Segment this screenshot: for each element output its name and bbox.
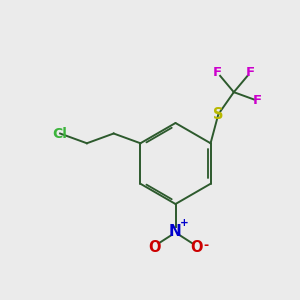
Text: -: - xyxy=(203,239,208,253)
Text: O: O xyxy=(190,240,203,255)
Text: +: + xyxy=(179,218,188,228)
Text: F: F xyxy=(246,66,255,79)
Text: Cl: Cl xyxy=(52,127,68,140)
Text: S: S xyxy=(213,107,224,122)
Text: N: N xyxy=(169,224,182,238)
Text: O: O xyxy=(148,240,161,255)
Text: F: F xyxy=(213,66,222,79)
Text: F: F xyxy=(253,94,262,107)
